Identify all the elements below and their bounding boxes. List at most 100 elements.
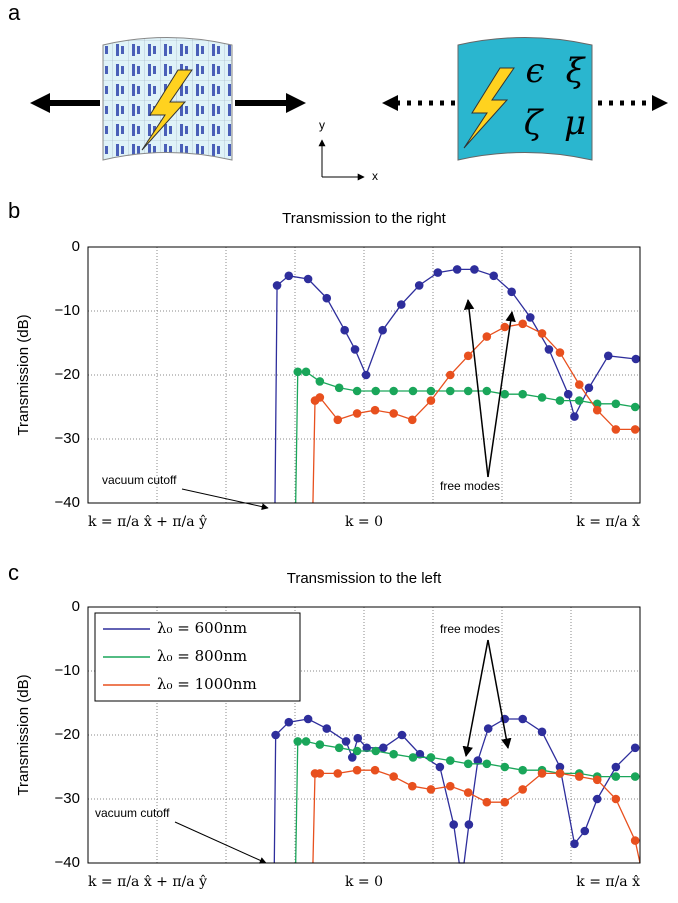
metasurface [102, 37, 233, 161]
annotation-arrow [463, 298, 489, 478]
marker [630, 836, 640, 845]
x-tick-label: k = 0 [345, 514, 383, 530]
marker [592, 399, 602, 409]
marker [611, 425, 621, 434]
marker [414, 281, 424, 290]
marker [611, 762, 621, 772]
marker [370, 765, 380, 775]
marker [537, 769, 547, 778]
marker [315, 740, 325, 749]
marker [489, 271, 499, 281]
marker [389, 409, 398, 418]
y-tick-label: −30 [55, 430, 80, 447]
marker [426, 386, 436, 396]
marker [463, 351, 473, 361]
annotation-arrow [487, 310, 516, 478]
marker [463, 759, 473, 769]
marker [353, 733, 363, 743]
marker [433, 268, 443, 277]
homogenized-slab [457, 37, 593, 161]
marker [518, 714, 527, 724]
series-line [273, 718, 636, 864]
marker [352, 409, 362, 418]
marker [293, 737, 303, 746]
marker [518, 765, 527, 775]
y-tick-label: −20 [55, 366, 80, 383]
marker [592, 775, 602, 785]
marker [574, 396, 584, 405]
marker [470, 265, 479, 274]
marker [315, 393, 325, 402]
y-axis-label: Transmission (dB) [15, 314, 32, 435]
marker [482, 386, 492, 396]
marker [415, 749, 425, 759]
marker [592, 794, 602, 804]
marker [570, 839, 579, 849]
marker [379, 743, 388, 753]
marker [333, 415, 343, 425]
chart-title: Transmission to the right [282, 210, 447, 227]
marker [482, 759, 492, 769]
axis-glyph-label: x [372, 169, 378, 183]
y-tick-label: −40 [55, 854, 80, 871]
marker [293, 367, 303, 377]
marker [315, 769, 325, 778]
symbol: ξ [566, 51, 587, 91]
marker [284, 271, 294, 281]
y-tick-label: −40 [55, 494, 80, 511]
marker [500, 322, 510, 332]
marker [303, 274, 313, 284]
marker [570, 412, 579, 421]
marker [449, 820, 459, 829]
marker [630, 772, 640, 781]
symbol: μ [564, 103, 586, 143]
marker [611, 399, 621, 409]
marker [482, 332, 492, 341]
marker [630, 743, 640, 753]
marker [435, 762, 445, 772]
marker [507, 287, 516, 297]
marker [630, 402, 640, 412]
marker [544, 345, 554, 354]
marker [525, 313, 535, 322]
annotation: free modes [440, 622, 500, 636]
marker [334, 743, 344, 753]
marker [284, 717, 294, 727]
marker [397, 730, 407, 740]
marker [408, 753, 418, 762]
marker [301, 367, 311, 377]
marker [603, 351, 613, 361]
marker [426, 785, 436, 794]
marker [426, 396, 436, 405]
marker [322, 293, 332, 303]
marker [333, 769, 343, 778]
marker [352, 386, 362, 396]
dotted-arrows [382, 95, 668, 111]
x-tick-label: k = π/a x̂ + π/a ŷ [88, 873, 207, 890]
marker [370, 405, 380, 415]
marker [537, 727, 547, 737]
legend-label: λ₀ = 600nm [157, 619, 247, 637]
marker [272, 281, 282, 290]
marker [408, 781, 417, 791]
marker [301, 737, 311, 746]
panel-label: c [8, 560, 19, 585]
y-tick-label: 0 [72, 598, 80, 615]
panel-label: a [8, 0, 21, 25]
marker [322, 724, 332, 733]
marker [445, 781, 455, 791]
legend-label: λ₀ = 800nm [157, 647, 247, 665]
x-tick-label: k = π/a x̂ [576, 874, 640, 890]
marker [611, 794, 621, 804]
marker [361, 370, 371, 380]
marker [518, 389, 527, 399]
y-tick-label: 0 [72, 238, 80, 255]
plot-frame [87, 246, 641, 504]
marker [574, 772, 584, 781]
marker [371, 746, 381, 756]
symbol: ζ [524, 103, 545, 143]
marker [389, 772, 398, 781]
marker [352, 765, 362, 775]
marker [500, 389, 510, 399]
y-tick-label: −30 [55, 790, 80, 807]
